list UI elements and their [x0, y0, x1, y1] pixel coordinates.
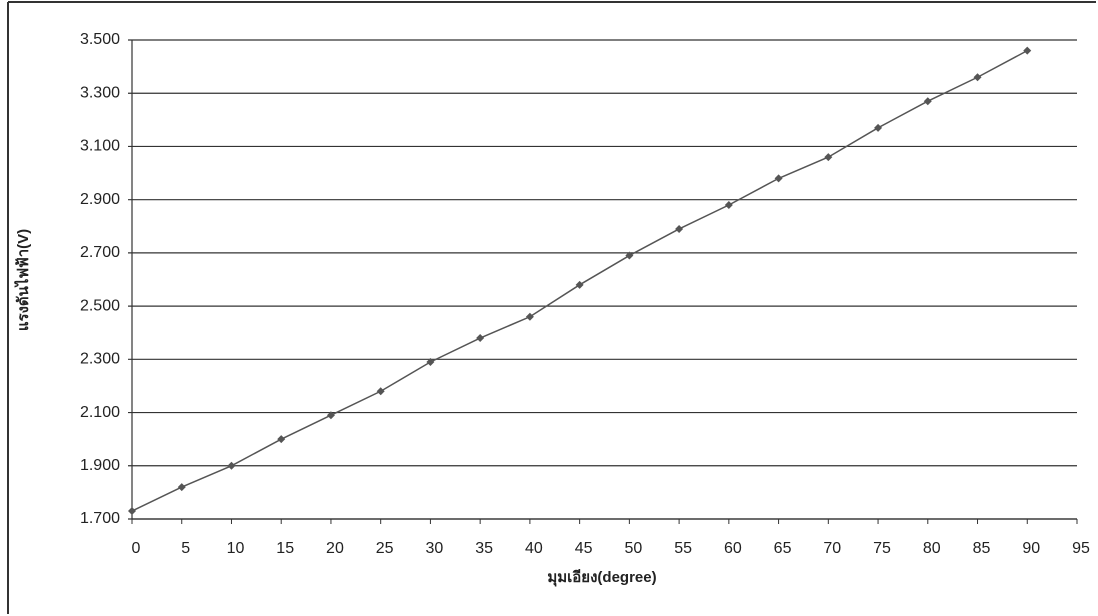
y-tick-label: 1.900 — [80, 457, 120, 474]
y-tick-label: 3.500 — [80, 31, 120, 48]
x-tick-label: 95 — [1072, 540, 1090, 557]
background — [0, 0, 1098, 616]
y-tick-label: 2.100 — [80, 404, 120, 421]
y-tick-label: 2.300 — [80, 351, 120, 368]
x-tick-label: 60 — [724, 540, 742, 557]
x-tick-label: 0 — [132, 540, 141, 557]
x-axis-title: มุมเอียง(degree) — [547, 569, 656, 587]
x-tick-label: 25 — [376, 540, 394, 557]
x-tick-label: 65 — [774, 540, 792, 557]
x-tick-label: 10 — [227, 540, 245, 557]
x-tick-label: 30 — [426, 540, 444, 557]
x-tick-label: 5 — [181, 540, 190, 557]
x-tick-label: 75 — [873, 540, 891, 557]
y-tick-label: 3.300 — [80, 84, 120, 101]
y-tick-label: 2.700 — [80, 244, 120, 261]
y-axis-title: แรงดันไฟฟ้า(V) — [13, 229, 32, 331]
x-tick-label: 70 — [823, 540, 841, 557]
y-tick-label: 1.700 — [80, 510, 120, 527]
x-tick-label: 40 — [525, 540, 543, 557]
x-tick-label: 50 — [624, 540, 642, 557]
y-tick-label: 2.500 — [80, 297, 120, 314]
y-tick-label: 3.100 — [80, 138, 120, 155]
x-tick-label: 20 — [326, 540, 344, 557]
x-tick-label: 55 — [674, 540, 692, 557]
x-tick-label: 85 — [973, 540, 991, 557]
x-tick-label: 80 — [923, 540, 941, 557]
y-tick-label: 2.900 — [80, 191, 120, 208]
x-tick-label: 90 — [1022, 540, 1040, 557]
x-tick-label: 15 — [276, 540, 294, 557]
chart: มุมเอียง(degree) แรงดันไฟฟ้า(V) 1.700 1.9… — [0, 0, 1098, 616]
x-tick-label: 45 — [575, 540, 593, 557]
x-tick-label: 35 — [475, 540, 493, 557]
